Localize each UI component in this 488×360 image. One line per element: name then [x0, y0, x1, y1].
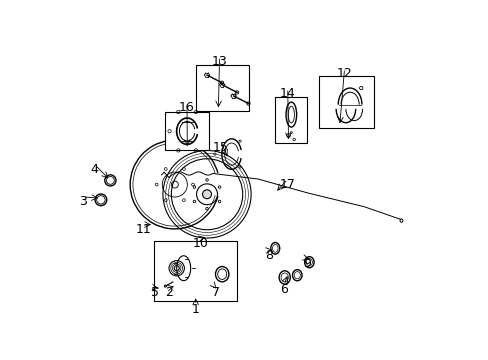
Text: 4: 4 [90, 163, 98, 176]
Text: 17: 17 [279, 177, 295, 190]
Bar [195, 66, 248, 111]
Ellipse shape [202, 190, 211, 199]
Bar [318, 76, 373, 128]
Text: 1: 1 [191, 303, 199, 316]
Text: 14: 14 [279, 87, 295, 100]
Text: 11: 11 [136, 223, 151, 236]
Text: 13: 13 [211, 55, 227, 68]
Bar [275, 97, 307, 143]
Text: 2: 2 [165, 286, 173, 299]
Text: 3: 3 [79, 195, 87, 208]
Text: 7: 7 [211, 286, 219, 299]
Text: 8: 8 [264, 249, 272, 262]
Text: 15: 15 [213, 141, 228, 154]
Text: 12: 12 [336, 67, 352, 80]
Text: 5: 5 [151, 286, 159, 299]
Bar [154, 242, 237, 301]
Text: 9: 9 [302, 257, 310, 270]
Text: 6: 6 [280, 283, 287, 296]
Bar [165, 112, 208, 150]
Text: 16: 16 [179, 101, 194, 114]
Text: 10: 10 [192, 237, 208, 250]
